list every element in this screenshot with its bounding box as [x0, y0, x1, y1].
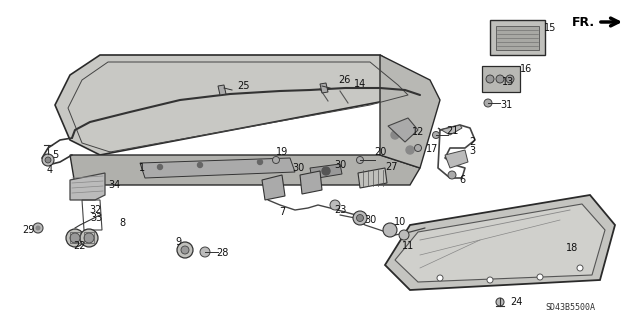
- Polygon shape: [218, 85, 226, 95]
- Circle shape: [399, 230, 409, 240]
- Circle shape: [66, 229, 84, 247]
- Polygon shape: [482, 66, 520, 92]
- Text: 34: 34: [108, 180, 120, 190]
- Polygon shape: [385, 195, 615, 290]
- Text: 7: 7: [279, 207, 285, 217]
- Circle shape: [198, 162, 202, 167]
- Text: 10: 10: [394, 217, 406, 227]
- Polygon shape: [445, 150, 468, 168]
- Text: 2: 2: [469, 137, 475, 147]
- Text: 17: 17: [426, 144, 438, 154]
- Circle shape: [391, 131, 399, 139]
- Polygon shape: [320, 83, 328, 93]
- Polygon shape: [490, 20, 545, 55]
- Circle shape: [577, 265, 583, 271]
- Circle shape: [496, 298, 504, 306]
- Circle shape: [177, 242, 193, 258]
- Text: 28: 28: [216, 248, 228, 258]
- Text: 30: 30: [292, 163, 304, 173]
- Text: 19: 19: [276, 147, 288, 157]
- Polygon shape: [358, 168, 387, 188]
- Circle shape: [273, 157, 280, 164]
- Polygon shape: [380, 55, 440, 168]
- Circle shape: [448, 171, 456, 179]
- Text: 25: 25: [237, 81, 250, 91]
- Circle shape: [200, 247, 210, 257]
- Text: 30: 30: [364, 215, 376, 225]
- Polygon shape: [395, 204, 605, 282]
- Text: 27: 27: [386, 162, 398, 172]
- Circle shape: [353, 211, 367, 225]
- Circle shape: [35, 226, 40, 231]
- Circle shape: [330, 200, 340, 210]
- Polygon shape: [70, 155, 420, 185]
- Circle shape: [415, 145, 422, 152]
- Text: 18: 18: [566, 243, 578, 253]
- Circle shape: [45, 157, 51, 163]
- Text: 12: 12: [412, 127, 424, 137]
- Text: 16: 16: [520, 64, 532, 74]
- Text: 15: 15: [544, 23, 556, 33]
- Text: 14: 14: [354, 79, 366, 89]
- Text: FR.: FR.: [572, 16, 595, 28]
- Circle shape: [157, 165, 163, 169]
- Circle shape: [437, 275, 443, 281]
- Circle shape: [322, 167, 330, 175]
- Text: 11: 11: [402, 241, 414, 251]
- Text: 32: 32: [90, 205, 102, 215]
- Text: 9: 9: [175, 237, 181, 247]
- Polygon shape: [55, 55, 430, 155]
- Circle shape: [486, 75, 494, 83]
- Polygon shape: [496, 26, 539, 50]
- Polygon shape: [300, 171, 322, 194]
- Circle shape: [80, 229, 98, 247]
- Circle shape: [537, 274, 543, 280]
- Circle shape: [257, 160, 262, 165]
- Text: 21: 21: [446, 126, 458, 136]
- Text: 1: 1: [139, 163, 145, 173]
- Circle shape: [356, 157, 364, 164]
- Circle shape: [433, 131, 440, 138]
- Text: 4: 4: [47, 165, 53, 175]
- Polygon shape: [140, 158, 295, 178]
- Text: 22: 22: [74, 241, 86, 251]
- Circle shape: [484, 99, 492, 107]
- Text: 23: 23: [334, 205, 346, 215]
- Circle shape: [356, 214, 364, 221]
- Circle shape: [506, 75, 514, 83]
- Circle shape: [70, 233, 80, 243]
- Text: 33: 33: [90, 213, 102, 223]
- Polygon shape: [262, 175, 285, 200]
- Circle shape: [496, 75, 504, 83]
- Text: 6: 6: [459, 175, 465, 185]
- Circle shape: [383, 223, 397, 237]
- Bar: [84, 232, 94, 243]
- Text: 26: 26: [338, 75, 350, 85]
- Bar: [70, 232, 80, 243]
- Text: 30: 30: [334, 160, 346, 170]
- Text: 24: 24: [510, 297, 522, 307]
- Polygon shape: [310, 164, 342, 179]
- Polygon shape: [388, 118, 418, 142]
- Circle shape: [487, 277, 493, 283]
- Circle shape: [33, 223, 43, 233]
- Text: 5: 5: [52, 150, 58, 160]
- Circle shape: [84, 233, 94, 243]
- Circle shape: [406, 146, 414, 154]
- Text: 20: 20: [374, 147, 386, 157]
- Text: 8: 8: [119, 218, 125, 228]
- Circle shape: [42, 154, 54, 166]
- Text: 29: 29: [22, 225, 34, 235]
- Text: 3: 3: [469, 146, 475, 156]
- Text: 13: 13: [502, 77, 514, 87]
- Circle shape: [181, 246, 189, 254]
- Polygon shape: [438, 125, 462, 135]
- Polygon shape: [70, 173, 105, 200]
- Text: 31: 31: [500, 100, 512, 110]
- Text: SD43B5500A: SD43B5500A: [545, 303, 595, 313]
